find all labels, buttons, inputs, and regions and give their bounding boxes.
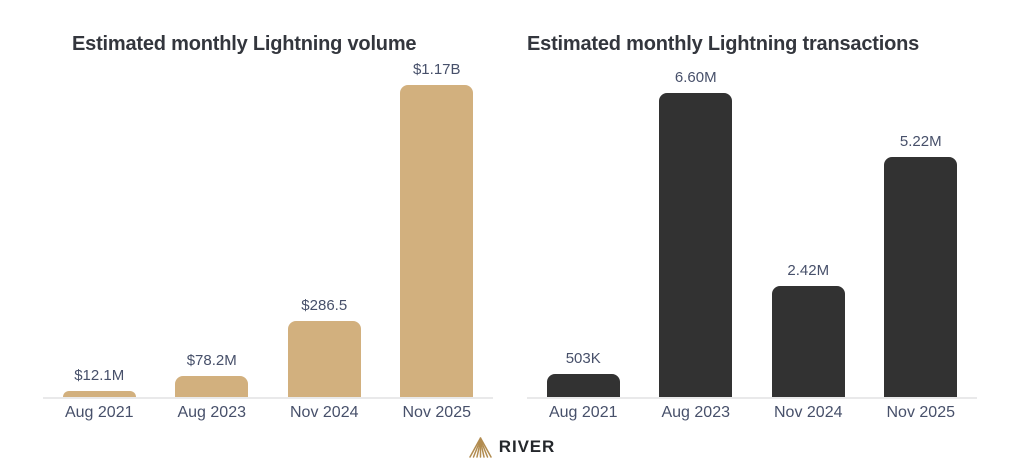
bars: $12.1M $78.2M $286.5 $1.17B	[43, 61, 493, 397]
bar-group: 5.22M	[865, 133, 978, 397]
x-axis-label: Nov 2025	[886, 404, 956, 421]
bar-group: 503K	[527, 350, 640, 397]
bar-group: 2.42M	[752, 262, 865, 397]
volume-chart: Estimated monthly Lightning volume $12.1…	[43, 0, 493, 467]
x-axis-label: Nov 2024	[290, 404, 359, 421]
bar	[546, 374, 620, 397]
bar-value-label: 2.42M	[787, 262, 830, 279]
bar	[62, 391, 136, 397]
x-axis-label: Aug 2023	[177, 404, 246, 421]
chart-title: Estimated monthly Lightning volume	[72, 33, 417, 55]
bar-value-label: $1.17B	[412, 61, 461, 78]
bar	[287, 321, 361, 397]
bar-group: $78.2M	[156, 352, 269, 397]
bar-value-label: 503K	[565, 350, 601, 367]
river-logo: RIVER	[0, 435, 1024, 459]
bar	[884, 157, 958, 397]
bar-group: $286.5	[268, 297, 381, 397]
x-labels: Aug 2021 Aug 2023 Nov 2024 Nov 2025	[43, 403, 493, 423]
x-axis-line	[43, 397, 493, 399]
x-axis-label: Aug 2021	[548, 404, 618, 421]
x-axis-label: Aug 2023	[661, 404, 730, 421]
bar-group: $1.17B	[381, 61, 494, 397]
x-axis-label: Nov 2024	[774, 404, 843, 421]
bars: 503K 6.60M 2.42M 5.22M	[527, 69, 977, 397]
bar-value-label: $12.1M	[74, 367, 125, 384]
river-triangle-icon	[469, 436, 492, 458]
x-labels: Aug 2021 Aug 2023 Nov 2024 Nov 2025	[527, 403, 977, 423]
bar	[400, 85, 474, 397]
x-axis-label: Aug 2021	[64, 404, 134, 421]
bar	[659, 93, 733, 397]
bar-group: 6.60M	[640, 69, 753, 397]
x-axis-line	[527, 397, 977, 399]
bar	[175, 376, 249, 397]
river-brand-text: RIVER	[498, 437, 556, 456]
bar-value-label: 5.22M	[899, 133, 942, 150]
bar-group: $12.1M	[43, 367, 156, 397]
bar-value-label: 6.60M	[674, 69, 717, 86]
x-axis-label: Nov 2025	[402, 404, 472, 421]
transactions-chart: Estimated monthly Lightning transactions…	[527, 0, 977, 467]
chart-title: Estimated monthly Lightning transactions	[527, 33, 920, 55]
bar-value-label: $78.2M	[186, 352, 237, 369]
bar	[771, 286, 845, 397]
bar-value-label: $286.5	[301, 297, 348, 314]
